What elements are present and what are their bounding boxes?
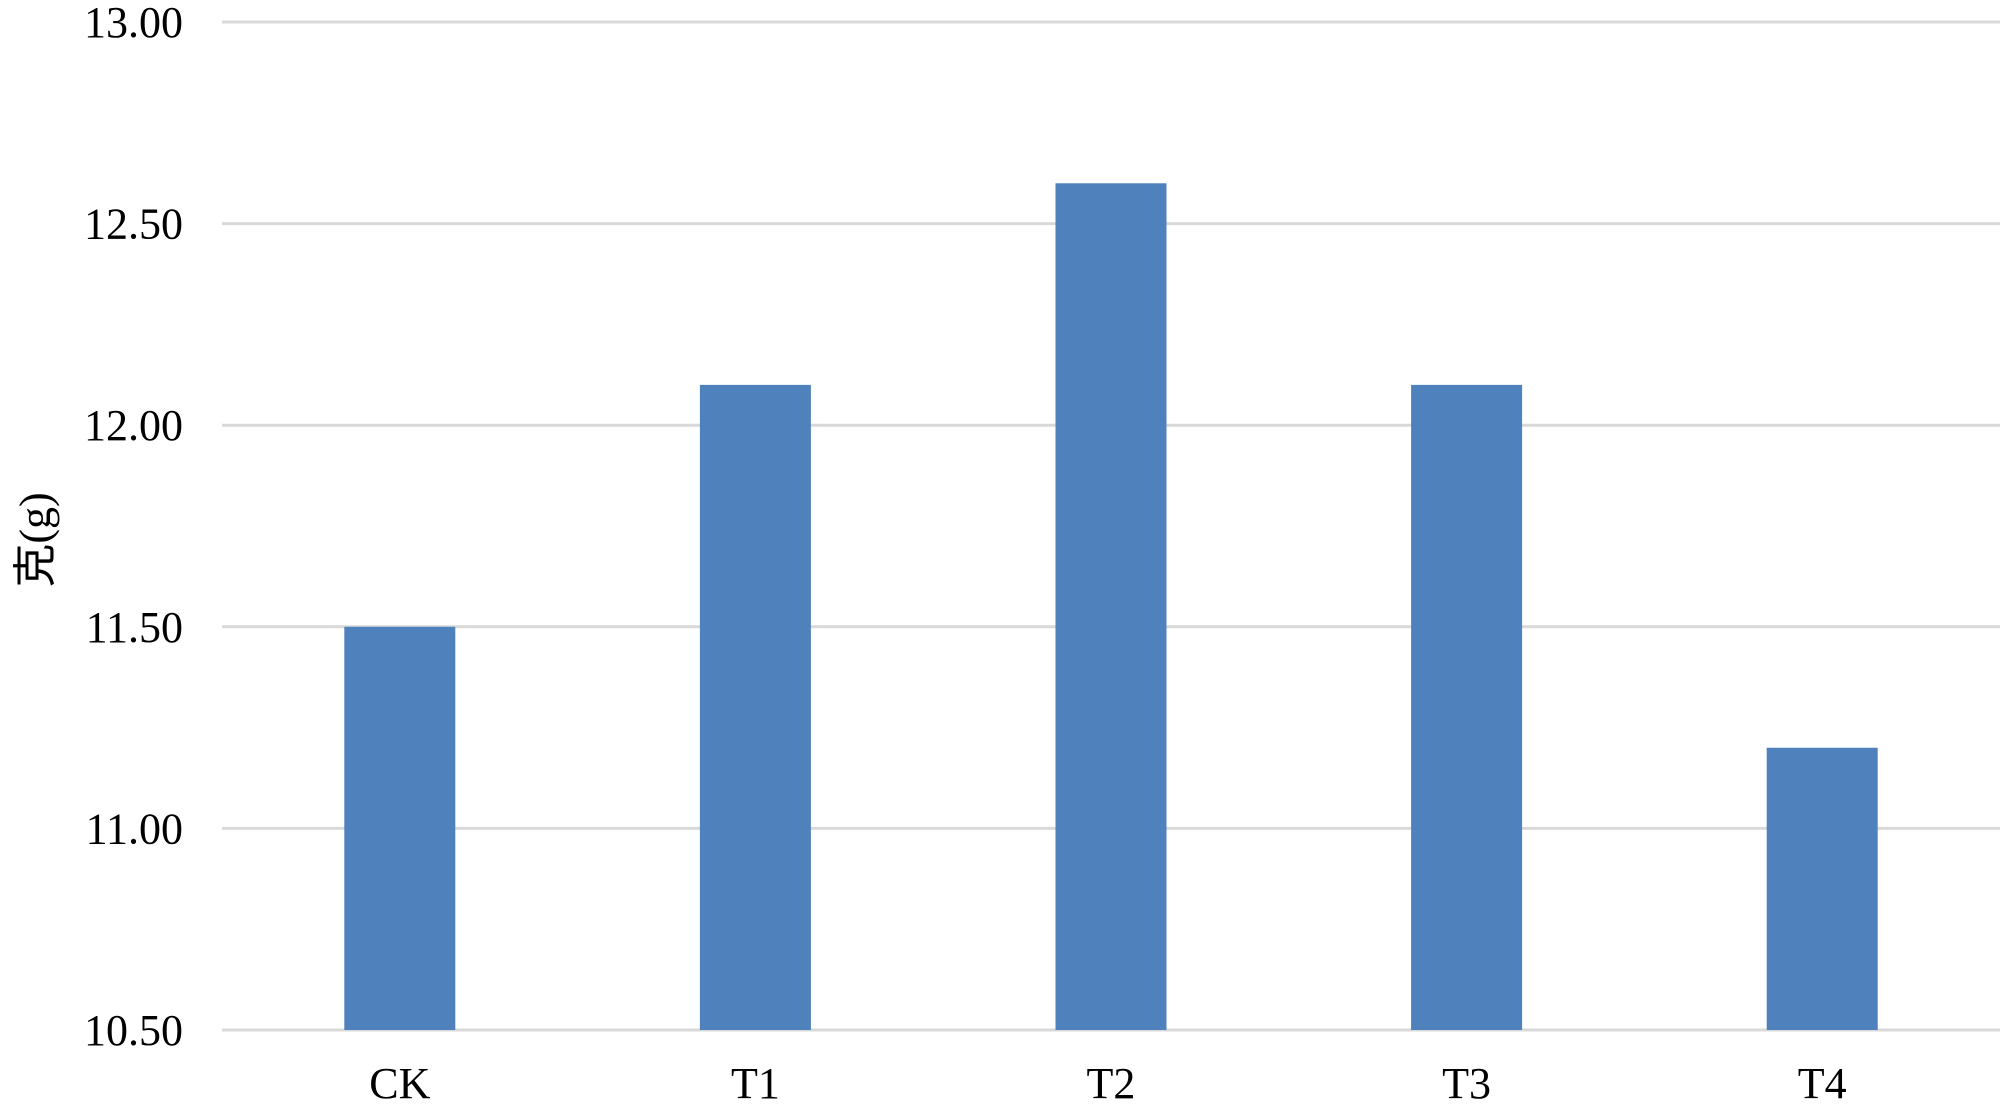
y-axis-title: 克(g) [11, 492, 60, 587]
x-tick-label: T4 [1798, 1059, 1847, 1106]
y-tick-label: 10.50 [84, 1006, 183, 1055]
y-tick-label: 11.50 [86, 603, 183, 652]
x-tick-label: T3 [1442, 1059, 1491, 1106]
bar-t1 [699, 384, 811, 1030]
bar-t4 [1766, 747, 1878, 1030]
bar-ck [344, 626, 456, 1030]
x-axis-ticks: CK T1 T2 T3 T4 [369, 1059, 1846, 1106]
y-axis-ticks: 10.50 11.00 11.50 12.00 12.50 13.00 [84, 0, 183, 1055]
bar-t3 [1411, 384, 1523, 1030]
bar-t2 [1055, 183, 1167, 1030]
y-tick-label: 12.50 [84, 200, 183, 249]
bars [344, 183, 1878, 1030]
x-tick-label: CK [369, 1059, 430, 1106]
y-tick-label: 11.00 [86, 804, 183, 853]
y-tick-label: 13.00 [84, 0, 183, 47]
x-tick-label: T1 [731, 1059, 780, 1106]
x-tick-label: T2 [1087, 1059, 1136, 1106]
y-tick-label: 12.00 [84, 401, 183, 450]
